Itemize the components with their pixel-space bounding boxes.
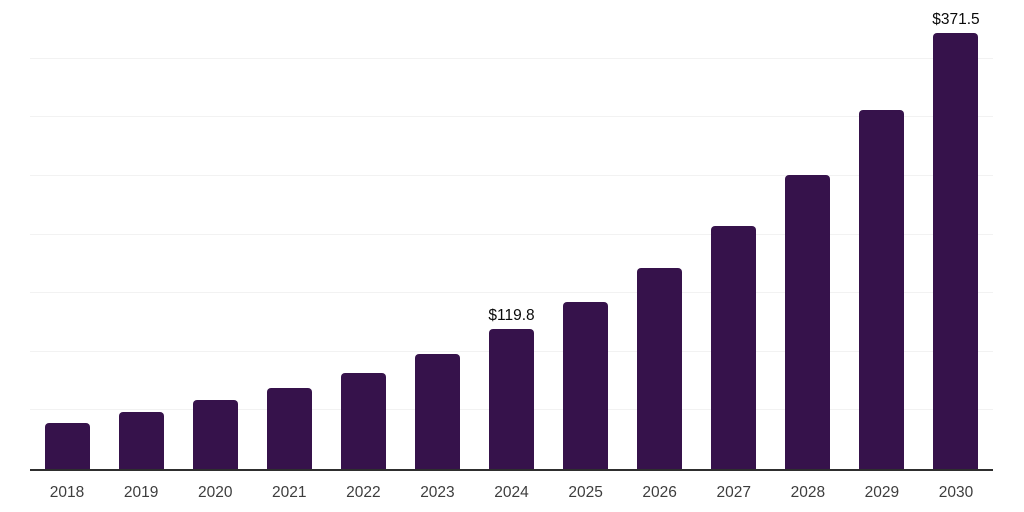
data-label-2024: $119.8 (488, 306, 535, 324)
x-tick-2018: 2018 (49, 484, 85, 501)
bar-2018 (44, 422, 90, 469)
bar-slot-2027 (697, 0, 771, 469)
bar-2026 (637, 267, 683, 469)
bar-2023 (414, 353, 460, 469)
bar-slot-2020 (178, 0, 252, 469)
bar-slot-2026 (623, 0, 697, 469)
bar-2022 (340, 373, 386, 469)
data-label-2030: $371.5 (932, 11, 980, 29)
x-tick-2025: 2025 (568, 484, 603, 501)
x-tick-2030: 2030 (938, 484, 974, 501)
bar-2030 (933, 33, 979, 469)
bar-slot-2023 (400, 0, 474, 469)
bar-2024 (489, 328, 534, 469)
bar-slot-2030: $371.5 (919, 0, 993, 469)
bars-row: $119.8 $371.5 (30, 0, 993, 469)
bar-slot-2021 (252, 0, 326, 469)
x-tick-2022: 2022 (346, 484, 381, 501)
bar-slot-2028 (771, 0, 845, 469)
bar-2027 (711, 225, 757, 469)
x-tick-2029: 2029 (864, 484, 900, 501)
x-tick-2027: 2027 (716, 484, 751, 501)
x-tick-2024: 2024 (494, 484, 529, 501)
bar-slot-2019 (104, 0, 178, 469)
x-axis-tick-labels: 2018 2019 2020 2021 2022 2023 2024 2025 2026 2027… (30, 484, 993, 502)
x-tick-2019: 2019 (123, 484, 159, 501)
bar-slot-2029 (845, 0, 919, 469)
bar-slot-2022 (326, 0, 400, 469)
gridline-150 (30, 292, 993, 294)
bar-slot-2025 (549, 0, 623, 469)
x-tick-2026: 2026 (642, 484, 677, 501)
bar-slot-2024: $119.8 (474, 0, 548, 469)
gridline-250 (30, 174, 993, 176)
bar-slot-2018 (30, 0, 104, 469)
plot-area: $119.8 $371.5 (30, 0, 993, 469)
x-tick-2028: 2028 (790, 484, 826, 501)
x-tick-2021: 2021 (272, 484, 307, 501)
bar-2019 (118, 411, 164, 469)
x-tick-2023: 2023 (420, 484, 455, 501)
x-tick-2020: 2020 (197, 484, 233, 501)
bar-2021 (266, 388, 312, 469)
bar-2020 (192, 400, 238, 469)
bar-2028 (785, 174, 831, 469)
gridline-350 (30, 57, 993, 59)
gridline-300 (30, 116, 993, 118)
x-axis-line (30, 469, 993, 471)
gridline-200 (30, 233, 993, 235)
bar-2029 (859, 109, 905, 469)
bar-2025 (563, 302, 609, 469)
